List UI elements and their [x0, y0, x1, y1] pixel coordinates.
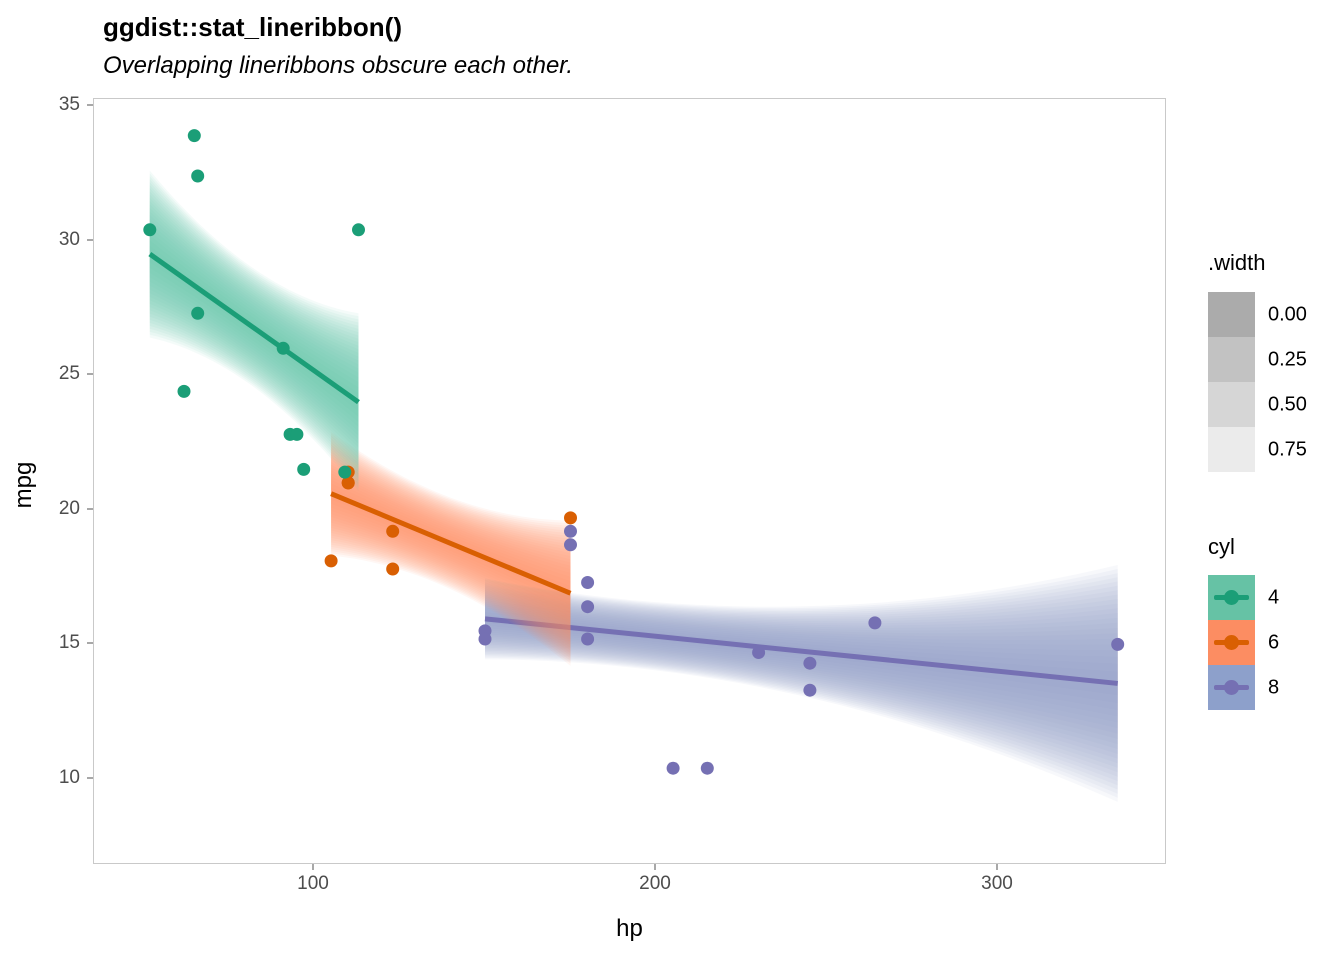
- cyl-legend-title: cyl: [1208, 534, 1235, 559]
- data-point: [700, 761, 714, 775]
- y-axis-title: mpg: [10, 461, 37, 509]
- x-tick-label: 300: [981, 873, 1013, 894]
- data-point: [191, 169, 205, 183]
- y-tick-mark: [87, 777, 93, 779]
- width-legend-swatch: [1208, 427, 1255, 472]
- width-legend-title: .width: [1208, 250, 1266, 275]
- ribbon-band: [331, 456, 571, 637]
- data-point: [338, 465, 352, 479]
- ribbon-band: [331, 444, 571, 651]
- x-tick-label: 100: [297, 873, 329, 894]
- scatter-points-cyl4: [143, 129, 365, 479]
- data-point: [564, 538, 577, 552]
- x-tick-mark: [996, 864, 998, 870]
- width-legend-label: 0.50: [1268, 393, 1307, 416]
- ribbon-band: [331, 433, 571, 664]
- ribbon-band: [485, 577, 1118, 790]
- ribbon-band: [485, 565, 1118, 802]
- data-point: [324, 554, 338, 568]
- x-tick-mark: [654, 864, 656, 870]
- data-point: [803, 683, 817, 697]
- data-point: [352, 223, 365, 237]
- cyl-key-point-glyph: [1224, 635, 1239, 650]
- data-point: [297, 462, 311, 476]
- data-point: [564, 524, 577, 538]
- ribbon-band: [331, 436, 571, 661]
- width-legend-label: 0.00: [1268, 303, 1307, 326]
- y-tick-mark: [87, 373, 93, 376]
- ribbon-band: [485, 573, 1118, 794]
- width-legend-label: 0.75: [1268, 438, 1307, 461]
- plot-subtitle: Overlapping lineribbons obscure each oth…: [103, 52, 574, 79]
- data-point: [341, 476, 355, 490]
- fit-line-cyl8: [484, 616, 1118, 686]
- data-point: [581, 632, 595, 646]
- data-point: [276, 341, 290, 355]
- y-tick-label: 20: [58, 497, 80, 519]
- ribbon-band: [485, 581, 1118, 786]
- ribbon-band: [331, 438, 571, 659]
- cyl-legend-key: [1208, 620, 1255, 665]
- y-tick-mark: [87, 238, 93, 241]
- ribbon-band: [331, 449, 571, 645]
- cyl-key-point-glyph: [1224, 590, 1239, 605]
- width-legend-swatch: [1208, 337, 1255, 382]
- plot-title: ggdist::stat_lineribbon(): [103, 12, 402, 42]
- y-tick-label: 15: [58, 632, 80, 654]
- data-point: [803, 656, 817, 670]
- data-point: [478, 632, 492, 646]
- ribbon-cyl8: [485, 565, 1118, 802]
- ribbon-band: [331, 447, 571, 648]
- data-point: [581, 600, 595, 614]
- width-legend-swatch: [1208, 382, 1255, 427]
- data-point: [143, 223, 157, 237]
- fit-line-cyl4: [148, 252, 360, 405]
- width-legend-swatch: [1208, 292, 1255, 337]
- y-tick-mark: [87, 104, 93, 106]
- y-tick-label: 35: [58, 94, 80, 115]
- x-tick-label: 200: [639, 873, 671, 894]
- ribbon-band: [331, 462, 571, 631]
- y-tick-mark: [87, 507, 93, 510]
- cyl-legend-key: [1208, 665, 1255, 710]
- y-tick-mark: [87, 642, 93, 645]
- ribbon-cyl6: [331, 431, 571, 666]
- data-point: [177, 384, 191, 398]
- data-point: [386, 524, 400, 538]
- ribbon-band: [485, 569, 1118, 798]
- ribbon-band: [331, 440, 571, 656]
- cyl-legend-label: 8: [1268, 676, 1280, 699]
- data-point: [187, 129, 201, 143]
- ribbon-band: [331, 451, 571, 643]
- ribbon-band: [331, 431, 571, 666]
- data-point: [666, 761, 680, 775]
- data-point: [564, 511, 577, 525]
- cyl-legend-label: 6: [1268, 631, 1280, 654]
- plot-panel: [93, 98, 1166, 864]
- data-point: [1111, 637, 1125, 651]
- x-tick-mark: [312, 864, 314, 870]
- data-point: [581, 576, 595, 589]
- ribbon-band: [331, 459, 571, 634]
- cyl-legend-key: [1208, 575, 1255, 620]
- x-axis-title: hp: [616, 915, 643, 942]
- y-tick-label: 30: [58, 228, 80, 250]
- data-point: [191, 306, 205, 320]
- ribbon-band: [331, 454, 571, 640]
- y-tick-label: 10: [58, 767, 80, 788]
- data-point: [868, 616, 882, 630]
- scatter-points-cyl8: [478, 524, 1125, 775]
- width-legend-label: 0.25: [1268, 348, 1307, 371]
- data-point: [386, 562, 400, 576]
- cyl-key-point-glyph: [1224, 680, 1239, 695]
- data-point: [290, 427, 304, 441]
- data-point: [752, 646, 766, 659]
- lineribbon-chart: [143, 129, 1125, 802]
- fit-line-cyl6: [330, 491, 572, 596]
- y-tick-label: 25: [58, 363, 80, 385]
- cyl-legend-label: 4: [1268, 586, 1280, 609]
- ribbon-band: [331, 442, 571, 654]
